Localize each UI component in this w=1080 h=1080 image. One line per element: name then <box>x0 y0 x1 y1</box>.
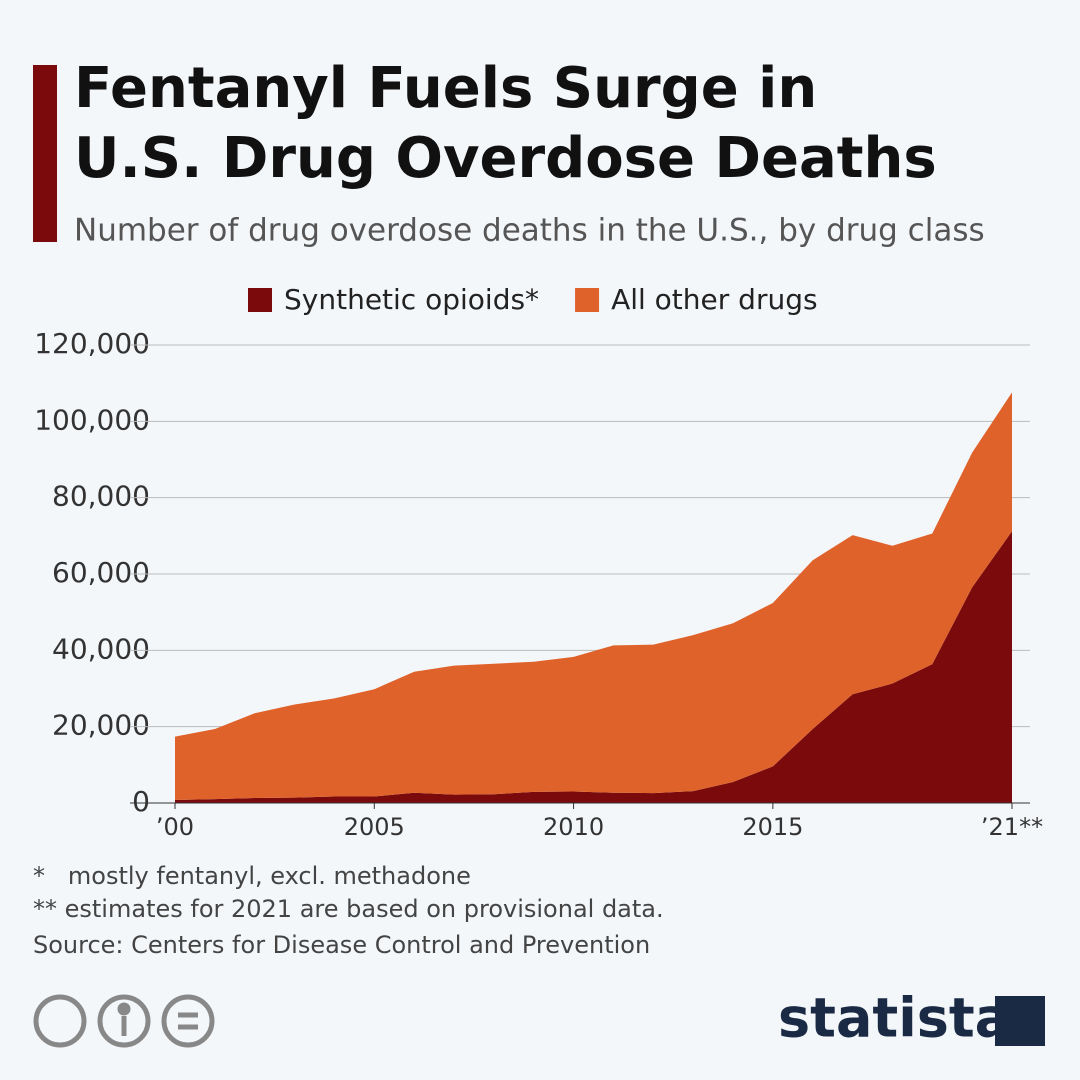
license-icons <box>33 994 215 1048</box>
footnote: ** estimates for 2021 are based on provi… <box>33 895 664 923</box>
x-tick-label: 2010 <box>543 813 604 841</box>
x-tick-label: 2005 <box>344 813 405 841</box>
y-tick-label: 60,000 <box>52 556 150 589</box>
brand-logo: statista <box>778 987 1011 1050</box>
chart-subtitle: Number of drug overdose deaths in the U.… <box>74 213 985 249</box>
y-tick-label: 20,000 <box>52 709 150 742</box>
legend: Synthetic opioids* All other drugs <box>248 283 818 316</box>
chart-title: Fentanyl Fuels Surge in <box>74 56 817 121</box>
footnote: * mostly fentanyl, excl. methadone <box>33 862 471 890</box>
chart-title: U.S. Drug Overdose Deaths <box>74 126 937 191</box>
y-tick-label: 40,000 <box>52 632 150 665</box>
y-tick-label: 80,000 <box>52 480 150 513</box>
legend-swatch <box>248 288 272 312</box>
area <box>175 531 1012 803</box>
legend-label: All other drugs <box>611 283 818 316</box>
brand-icon <box>995 996 1045 1046</box>
x-tick-label: 2015 <box>742 813 803 841</box>
legend-label: Synthetic opioids* <box>284 283 539 316</box>
title-accent <box>33 65 57 242</box>
area <box>175 392 1012 800</box>
source: Source: Centers for Disease Control and … <box>33 931 650 959</box>
x-tick-label: ’00 <box>156 813 194 841</box>
y-tick-label: 0 <box>132 785 150 818</box>
y-tick-label: 100,000 <box>34 403 150 436</box>
x-tick-label: ’21** <box>981 813 1043 841</box>
y-tick-label: 120,000 <box>34 327 150 360</box>
legend-swatch <box>575 288 600 312</box>
plot: 0 20,000 40,000 60,000 80,000 100,000 120,000 ’… <box>34 327 1043 841</box>
